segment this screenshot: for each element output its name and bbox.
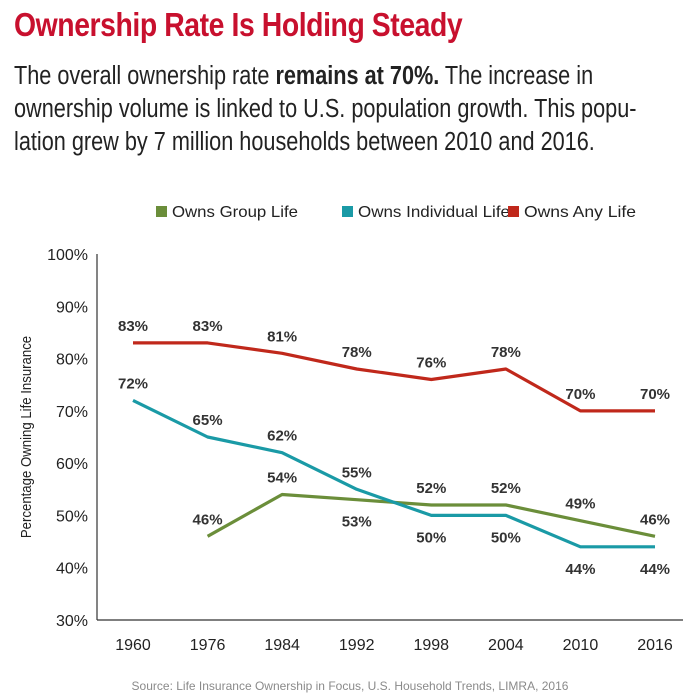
data-label: 52% — [491, 480, 521, 497]
y-tick-label: 40% — [56, 561, 88, 578]
y-tick-label: 60% — [56, 456, 88, 473]
subtitle-line-3: lation grew by 7 million households betw… — [14, 128, 595, 156]
data-label: 46% — [640, 511, 670, 528]
subtitle-emphasis: remains at 70%. — [275, 62, 440, 90]
data-label: 83% — [193, 318, 223, 335]
legend-swatch — [508, 206, 519, 217]
data-label: 81% — [267, 328, 297, 345]
legend-label: Owns Individual Life — [358, 204, 510, 221]
data-label: 44% — [565, 561, 595, 578]
data-label: 78% — [491, 344, 521, 361]
y-tick-label: 90% — [56, 299, 88, 316]
data-label: 76% — [416, 354, 446, 371]
series-line — [132, 398, 655, 549]
data-label: 83% — [118, 318, 148, 335]
data-label: 70% — [640, 386, 670, 403]
y-axis-title: Percentage Owning Life Insurance — [17, 336, 34, 538]
data-label: 54% — [267, 470, 297, 487]
y-tick-label: 80% — [56, 352, 88, 369]
source-note: Source: Life Insurance Ownership in Focu… — [131, 679, 569, 693]
x-tick-label: 1976 — [190, 637, 226, 654]
series-line — [206, 492, 656, 538]
data-label: 62% — [267, 428, 297, 445]
y-tick-label: 30% — [56, 613, 88, 630]
data-label: 50% — [416, 529, 446, 546]
legend-swatch — [156, 206, 167, 217]
data-label: 44% — [640, 561, 670, 578]
data-label: 50% — [491, 529, 521, 546]
legend-swatch — [342, 206, 353, 217]
data-label: 55% — [342, 464, 372, 481]
x-tick-label: 1960 — [115, 637, 151, 654]
data-label: 53% — [342, 514, 372, 531]
x-tick-label: 2004 — [488, 637, 524, 654]
x-tick-label: 1992 — [339, 637, 375, 654]
y-tick-label: 50% — [56, 508, 88, 525]
subtitle-line-2: ownership volume is linked to U.S. popul… — [14, 95, 637, 123]
chart-title: Ownership Rate Is Holding Steady — [14, 6, 463, 43]
x-tick-label: 1984 — [264, 637, 300, 654]
data-label: 78% — [342, 344, 372, 361]
data-label: 46% — [193, 511, 223, 528]
line-chart: 30% 40% 50% 60% 70% 80% 90% 100% 1960 1976 1984 199… — [17, 204, 683, 654]
series-line — [133, 341, 655, 413]
data-label: 52% — [416, 480, 446, 497]
data-label: 70% — [565, 386, 595, 403]
y-tick-label: 70% — [56, 404, 88, 421]
x-tick-label: 1998 — [413, 637, 449, 654]
y-tick-label: 100% — [47, 247, 88, 264]
chart-subtitle: The overall ownership rate remains at 70… — [14, 60, 673, 159]
subtitle-line-1: The overall ownership rate remains at 70… — [14, 62, 594, 90]
legend-label: Owns Any Life — [524, 204, 636, 221]
data-label: 72% — [118, 375, 148, 392]
data-label: 49% — [565, 496, 595, 513]
x-tick-label: 2010 — [563, 637, 599, 654]
data-label: 65% — [193, 412, 223, 429]
x-tick-label: 2016 — [637, 637, 673, 654]
legend-label: Owns Group Life — [172, 204, 298, 221]
